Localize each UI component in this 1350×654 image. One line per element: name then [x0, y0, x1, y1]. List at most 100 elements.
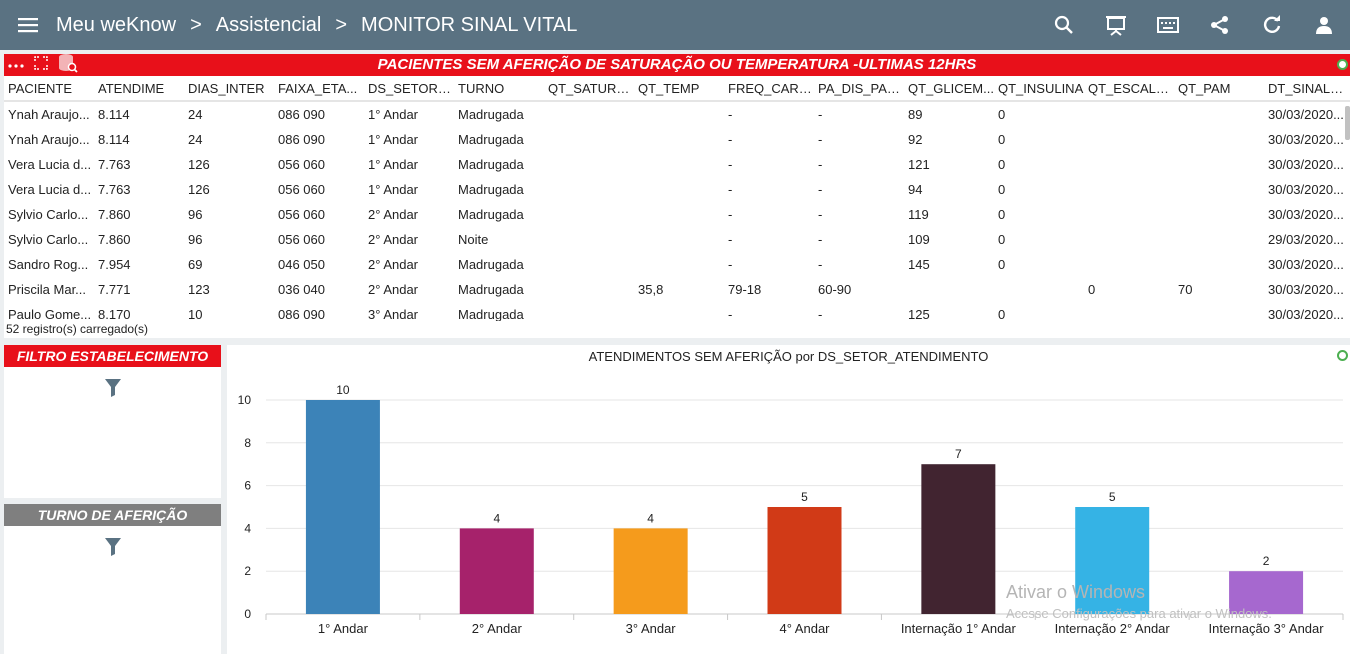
table-cell: Sylvio Carlo...: [8, 207, 89, 222]
table-cell: 30/03/2020...: [1268, 182, 1344, 197]
share-button[interactable]: [1194, 0, 1246, 50]
data-label: 4: [493, 511, 500, 525]
x-tick-label: Internação 1° Andar: [901, 621, 1017, 636]
table-cell: -: [818, 107, 823, 122]
table-row[interactable]: Sylvio Carlo... 7.860 96 056 060 2° Andar Mad…: [4, 202, 1350, 227]
table-cell: 30/03/2020...: [1268, 157, 1344, 172]
table-cell: 046 050: [278, 257, 325, 272]
presentation-button[interactable]: [1090, 0, 1142, 50]
table-scrollbar[interactable]: [1345, 106, 1350, 140]
column-header[interactable]: QT_PAM: [1178, 80, 1231, 96]
bar: [305, 400, 380, 614]
column-header[interactable]: QT_SATURA...: [548, 80, 634, 96]
table-cell: Madrugada: [458, 207, 524, 222]
user-button[interactable]: [1298, 0, 1350, 50]
filter-estabelecimento-button[interactable]: [4, 379, 221, 397]
chart-title: ATENDIMENTOS SEM AFERIÇÃO por DS_SETOR_A…: [588, 349, 989, 364]
y-tick-label: 0: [244, 607, 251, 621]
y-tick-label: 6: [244, 479, 251, 493]
column-header[interactable]: DT_SINAL_...: [1268, 80, 1344, 96]
table-cell: 24: [188, 107, 203, 122]
x-tick-label: 3° Andar: [626, 621, 677, 636]
column-header[interactable]: TURNO: [458, 80, 505, 96]
filter-turno-button[interactable]: [4, 538, 221, 556]
patients-table-panel: PACIENTES SEM AFERIÇÃO DE SATURAÇÃO OU T…: [4, 53, 1350, 338]
keyboard-button[interactable]: [1142, 0, 1194, 50]
table-cell: 2° Andar: [368, 257, 419, 272]
table-cell: -: [818, 207, 823, 222]
table-cell: 145: [908, 257, 930, 272]
table-cell: -: [728, 182, 733, 197]
refresh-button[interactable]: [1246, 0, 1298, 50]
search-button[interactable]: [1038, 0, 1090, 50]
table-cell: Madrugada: [458, 132, 524, 147]
column-header[interactable]: QT_ESCALA...: [1088, 80, 1174, 96]
column-header[interactable]: PACIENTE: [8, 80, 73, 96]
table-cell: -: [728, 132, 733, 147]
table-cell: 056 060: [278, 157, 325, 172]
keyboard-icon: [1157, 17, 1179, 33]
breadcrumb-section[interactable]: Assistencial: [215, 13, 322, 36]
column-header[interactable]: QT_TEMP: [638, 80, 700, 96]
column-header[interactable]: PA_DIS_PA_...: [818, 80, 904, 96]
table-cell: 2° Andar: [368, 207, 419, 222]
user-icon: [1316, 17, 1332, 34]
share-icon: [1211, 16, 1228, 34]
column-header[interactable]: QT_GLICEM...: [908, 80, 994, 96]
table-cell: 056 060: [278, 182, 325, 197]
column-header[interactable]: QT_INSULINA: [998, 80, 1084, 96]
database-search-button[interactable]: [58, 53, 78, 78]
table-cell: 24: [188, 132, 203, 147]
y-tick-label: 4: [244, 521, 251, 535]
y-tick-label: 2: [244, 564, 251, 578]
table-cell: Ynah Araujo...: [8, 107, 90, 122]
table-row[interactable]: Sylvio Carlo... 7.860 96 056 060 2° Andar Noi…: [4, 227, 1350, 252]
table-cell: Madrugada: [458, 182, 524, 197]
table-cell: 7.860: [98, 232, 131, 247]
presentation-icon: [1106, 16, 1126, 36]
windows-watermark-subtitle: Acesse Configurações para ativar o Windo…: [1006, 606, 1272, 621]
table-title-bar: PACIENTES SEM AFERIÇÃO DE SATURAÇÃO OU T…: [4, 53, 1350, 78]
bar: [767, 507, 842, 614]
breadcrumb-home[interactable]: Meu weKnow: [56, 13, 177, 36]
table-cell: 7.771: [98, 282, 131, 297]
column-header[interactable]: DIAS_INTER: [188, 80, 265, 96]
more-options-button[interactable]: [8, 56, 24, 74]
table-cell: 121: [908, 157, 930, 172]
table-cell: 1° Andar: [368, 132, 419, 147]
table-cell: 30/03/2020...: [1268, 257, 1344, 272]
table-row[interactable]: Ynah Araujo... 8.114 24 086 090 1° Andar Madr…: [4, 102, 1350, 127]
table-toolbar: [4, 53, 94, 78]
column-header[interactable]: FREQ_CARD...: [728, 80, 814, 96]
table-row[interactable]: Ynah Araujo... 8.114 24 086 090 1° Andar Madr…: [4, 127, 1350, 152]
column-header[interactable]: FAIXA_ETA...: [278, 80, 358, 96]
column-header[interactable]: DS_SETOR_...: [368, 80, 454, 96]
chart-panel: ATENDIMENTOS SEM AFERIÇÃO por DS_SETOR_A…: [227, 345, 1350, 654]
bar: [459, 528, 534, 614]
page-title: MONITOR SINAL VITAL: [361, 13, 578, 36]
column-header[interactable]: ATENDIME: [98, 80, 165, 96]
table-cell: 0: [1088, 282, 1096, 297]
table-row[interactable]: Vera Lucia d... 7.763 126 056 060 1° Andar Ma…: [4, 152, 1350, 177]
menu-button[interactable]: [0, 0, 56, 50]
table-body: Ynah Araujo... 8.114 24 086 090 1° Andar Madr…: [4, 102, 1350, 321]
table-cell: -: [728, 307, 733, 321]
table-row[interactable]: Vera Lucia d... 7.763 126 056 060 1° Andar Ma…: [4, 177, 1350, 202]
bar-chart: 0 2 4 6 8 10 10 1° Andar 4 2° Andar 4 3° Andar 5 4° A…: [238, 383, 1344, 636]
table-row[interactable]: Paulo Gome... 8.170 10 086 090 3° Andar Madru…: [4, 302, 1350, 321]
table-cell: 126: [188, 157, 210, 172]
table-cell: 125: [908, 307, 930, 321]
table-cell: 119: [908, 207, 929, 222]
menu-icon: [18, 18, 38, 33]
table-cell: 70: [1178, 282, 1193, 297]
table-row[interactable]: Priscila Mar... 7.771 123 036 040 2° Andar Ma…: [4, 277, 1350, 302]
filter-estabelecimento-panel: FILTRO ESTABELECIMENTO: [4, 345, 221, 498]
table-cell: Madrugada: [458, 307, 524, 321]
table-row[interactable]: Sandro Rog... 7.954 69 046 050 2° Andar Madru…: [4, 252, 1350, 277]
table-cell: -: [818, 132, 823, 147]
filter-turno-title: TURNO DE AFERIÇÃO: [4, 504, 221, 526]
table-cell: 1° Andar: [368, 182, 419, 197]
status-indicator: [1337, 59, 1348, 70]
fullscreen-button[interactable]: [34, 55, 48, 75]
more-icon: [8, 64, 24, 68]
